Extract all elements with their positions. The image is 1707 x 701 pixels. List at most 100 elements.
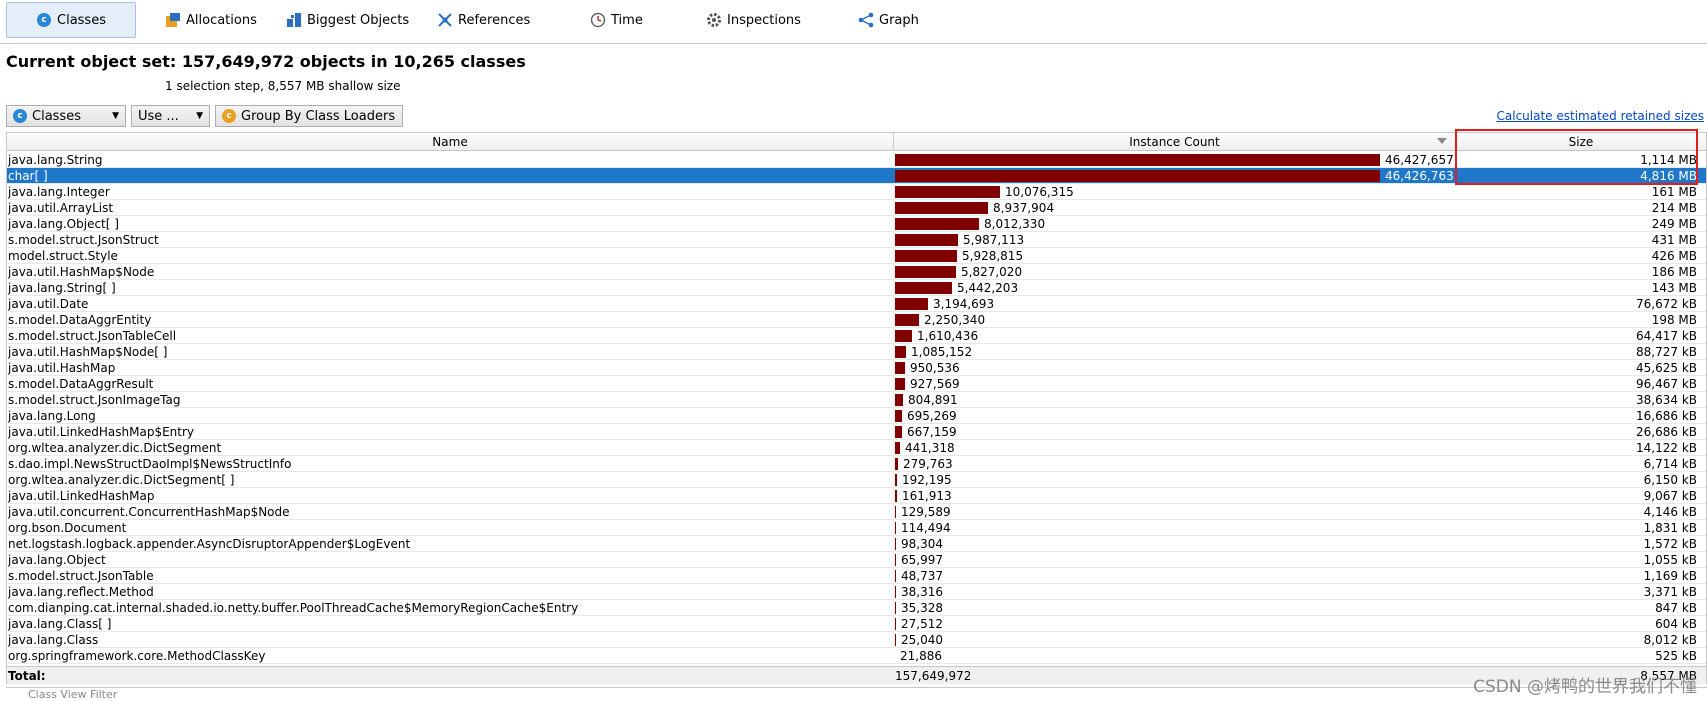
class-name-cell: s.model.struct.JsonTable: [8, 569, 154, 583]
instance-count-value: 21,886: [900, 649, 942, 663]
instance-count-bar: [895, 458, 898, 470]
table-row[interactable]: com.dianping.cat.internal.shaded.io.nett…: [7, 600, 1706, 616]
table-row[interactable]: org.wltea.analyzer.dic.DictSegment[ ] 192…: [7, 472, 1706, 488]
size-cell: 431 MB: [1651, 233, 1697, 247]
table-row[interactable]: s.model.struct.JsonTable 48,737 1,169 kB: [7, 568, 1706, 584]
total-row: Total: 157,649,972 8,557 MB: [7, 666, 1706, 684]
size-cell: 1,169 kB: [1643, 569, 1697, 583]
table-row[interactable]: org.springframework.core.MethodClassKey 2…: [7, 648, 1706, 664]
class-name-cell: java.util.Date: [8, 297, 89, 311]
table-row[interactable]: s.model.struct.JsonStruct 5,987,113 431 MB: [7, 232, 1706, 248]
size-cell: 45,625 kB: [1636, 361, 1697, 375]
class-loader-icon: c: [222, 109, 236, 123]
table-row[interactable]: java.lang.Object[ ] 8,012,330 249 MB: [7, 216, 1706, 232]
table-row[interactable]: java.lang.Object 65,997 1,055 kB: [7, 552, 1706, 568]
classes-icon: c: [36, 12, 52, 28]
calculate-retained-sizes-link[interactable]: Calculate estimated retained sizes: [1496, 109, 1704, 123]
table-row[interactable]: java.util.Date 3,194,693 76,672 kB: [7, 296, 1706, 312]
instance-count-bar: [895, 522, 896, 534]
table-row[interactable]: java.util.HashMap 950,536 45,625 kB: [7, 360, 1706, 376]
size-cell: 426 MB: [1651, 249, 1697, 263]
filter-placeholder: Class View Filter: [28, 688, 118, 701]
size-cell: 38,634 kB: [1636, 393, 1697, 407]
table-row[interactable]: s.model.struct.JsonImageTag 804,891 38,634…: [7, 392, 1706, 408]
chevron-down-icon: ▼: [196, 111, 203, 121]
chevron-down-icon: ▼: [112, 111, 119, 121]
class-name-cell: java.util.HashMap$Node[ ]: [8, 345, 168, 359]
instance-count-value: 1,085,152: [911, 345, 973, 359]
tab-biggest-objects[interactable]: Biggest Objects: [286, 2, 409, 38]
classes-dropdown[interactable]: c Classes ▼: [6, 105, 126, 127]
table-row[interactable]: java.lang.String 46,427,657 1,114 MB: [7, 152, 1706, 168]
use-menu-button[interactable]: Use ... ▼: [131, 105, 210, 127]
instance-count-value: 8,012,330: [984, 217, 1046, 231]
size-cell: 249 MB: [1651, 217, 1697, 231]
instance-count-value: 5,928,815: [962, 249, 1024, 263]
size-cell: 4,146 kB: [1643, 505, 1697, 519]
table-row[interactable]: s.model.DataAggrEntity 2,250,340 198 MB: [7, 312, 1706, 328]
table-row[interactable]: char[ ] 46,426,763 4,816 MB: [7, 168, 1706, 184]
watermark: CSDN @烤鸭的世界我们不懂: [1473, 677, 1697, 697]
table-row[interactable]: java.lang.String[ ] 5,442,203 143 MB: [7, 280, 1706, 296]
instance-count-value: 65,997: [901, 553, 943, 567]
tab-time[interactable]: Time: [590, 2, 643, 38]
table-row[interactable]: java.util.LinkedHashMap 161,913 9,067 kB: [7, 488, 1706, 504]
instance-count-bar: [895, 474, 897, 486]
table-row[interactable]: java.util.HashMap$Node[ ] 1,085,152 88,727…: [7, 344, 1706, 360]
table-row[interactable]: s.model.DataAggrResult 927,569 96,467 kB: [7, 376, 1706, 392]
table-row[interactable]: s.model.struct.JsonTableCell 1,610,436 64,…: [7, 328, 1706, 344]
class-name-cell: java.lang.Long: [8, 409, 96, 423]
instance-count-bar: [895, 586, 896, 598]
tab-references[interactable]: References: [437, 2, 530, 38]
instance-count-value: 27,512: [901, 617, 943, 631]
table-row[interactable]: java.util.concurrent.ConcurrentHashMap$N…: [7, 504, 1706, 520]
instance-count-bar: [895, 410, 902, 422]
table-row[interactable]: net.logstash.logback.appender.AsyncDisru…: [7, 536, 1706, 552]
table-row[interactable]: java.lang.Class[ ] 27,512 604 kB: [7, 616, 1706, 632]
biggest-objects-icon: [286, 12, 302, 28]
instance-count-value: 161,913: [902, 489, 952, 503]
instance-count-bar: [895, 378, 905, 390]
tab-inspections[interactable]: Inspections: [706, 2, 801, 38]
tab-allocations[interactable]: Allocations: [165, 2, 257, 38]
class-view-filter[interactable]: Class View Filter: [6, 687, 1707, 701]
instance-count-value: 5,827,020: [961, 265, 1023, 279]
group-by-class-loaders-button[interactable]: c Group By Class Loaders: [215, 105, 403, 127]
size-cell: 16,686 kB: [1636, 409, 1697, 423]
class-name-cell: s.model.struct.JsonStruct: [8, 233, 159, 247]
column-header-size[interactable]: Size: [1568, 135, 1594, 149]
instance-count-value: 10,076,315: [1005, 185, 1074, 199]
table-row[interactable]: org.bson.Document 114,494 1,831 kB: [7, 520, 1706, 536]
instance-count-bar: [895, 218, 979, 230]
class-name-cell: s.model.struct.JsonImageTag: [8, 393, 181, 407]
instance-count-value: 3,194,693: [933, 297, 995, 311]
classes-dropdown-label: Classes: [32, 108, 81, 124]
instance-count-value: 129,589: [901, 505, 951, 519]
instance-count-value: 667,159: [907, 425, 957, 439]
use-menu-label: Use ...: [138, 108, 179, 124]
tab-graph[interactable]: Graph: [858, 2, 919, 38]
instance-count-bar: [895, 426, 902, 438]
table-row[interactable]: java.lang.Integer 10,076,315 161 MB: [7, 184, 1706, 200]
table-row[interactable]: java.lang.Long 695,269 16,686 kB: [7, 408, 1706, 424]
tab-classes[interactable]: c Classes: [6, 2, 136, 38]
size-cell: 6,714 kB: [1643, 457, 1697, 471]
column-header-instance-count[interactable]: Instance Count: [894, 133, 1456, 151]
column-header-name[interactable]: Name: [7, 133, 894, 151]
table-row[interactable]: s.dao.impl.NewsStructDaoImpl$NewsStructI…: [7, 456, 1706, 472]
class-name-cell: java.util.ArrayList: [8, 201, 114, 215]
class-name-cell: model.struct.Style: [8, 249, 118, 263]
instance-count-value: 114,494: [901, 521, 951, 535]
table-row[interactable]: java.util.ArrayList 8,937,904 214 MB: [7, 200, 1706, 216]
table-row[interactable]: java.util.LinkedHashMap$Entry 667,159 26,6…: [7, 424, 1706, 440]
instance-count-value: 279,763: [903, 457, 953, 471]
table-row[interactable]: java.lang.reflect.Method 38,316 3,371 kB: [7, 584, 1706, 600]
table-row[interactable]: java.util.HashMap$Node 5,827,020 186 MB: [7, 264, 1706, 280]
table-row[interactable]: model.struct.Style 5,928,815 426 MB: [7, 248, 1706, 264]
instance-count-value: 2,250,340: [924, 313, 986, 327]
class-name-cell: s.model.DataAggrEntity: [8, 313, 152, 327]
instance-count-bar: [895, 570, 896, 582]
size-cell: 88,727 kB: [1636, 345, 1697, 359]
table-row[interactable]: org.wltea.analyzer.dic.DictSegment 441,31…: [7, 440, 1706, 456]
table-row[interactable]: java.lang.Class 25,040 8,012 kB: [7, 632, 1706, 648]
